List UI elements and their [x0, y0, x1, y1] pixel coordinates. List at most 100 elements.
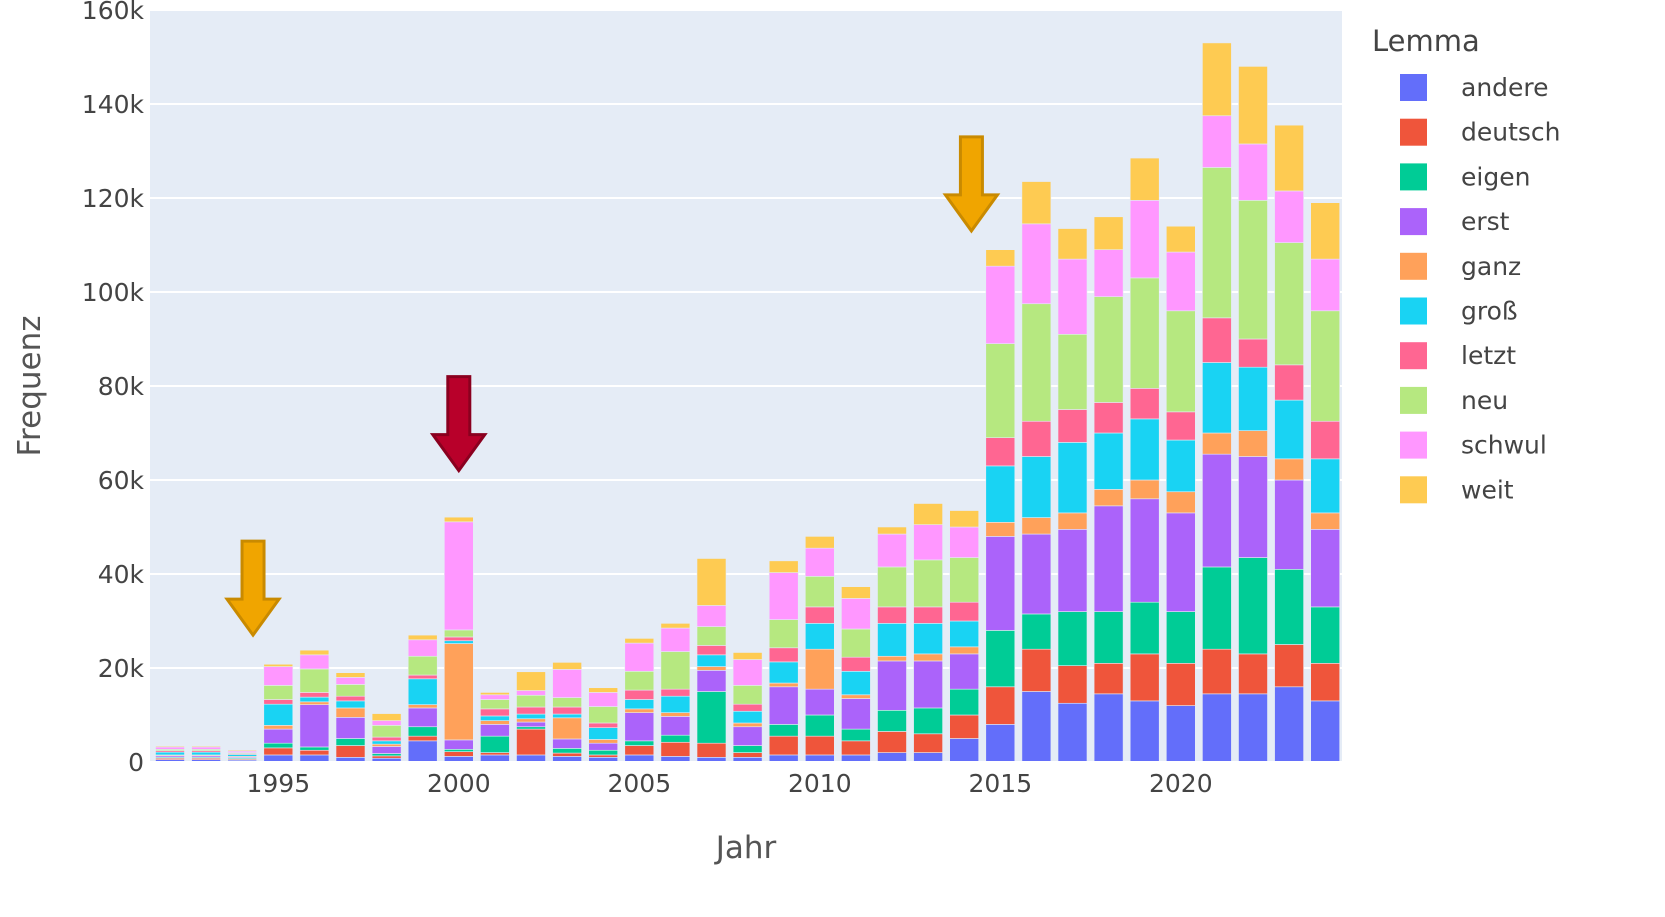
y-tick-label: 140k [82, 90, 145, 119]
bar-segment-erst-2016 [1021, 533, 1052, 615]
bar-segment-ganz-2016 [1021, 517, 1052, 535]
bar-segment-andere-2011 [841, 754, 871, 763]
bar-segment-deutsch-2013 [913, 733, 943, 753]
bar-segment-gross-2013 [913, 623, 943, 655]
bar-segment-eigen-2004 [588, 749, 619, 756]
bar-segment-neu-2015 [985, 343, 1016, 439]
bar-segment-erst-2017 [1057, 529, 1088, 612]
bar-segment-schwul-1997 [335, 677, 366, 685]
bar-segment-eigen-2014 [949, 688, 980, 716]
bar-segment-deutsch-2010 [804, 735, 835, 756]
legend-item-ganz[interactable]: ganz [1400, 252, 1521, 281]
legend-item-neu[interactable]: neu [1400, 386, 1508, 415]
bar-segment-eigen-2020 [1166, 611, 1196, 664]
y-tick-label: 100k [82, 278, 145, 307]
y-tick-label: 160k [82, 0, 145, 25]
legend-item-weit[interactable]: weit [1400, 475, 1514, 504]
bar-segment-schwul-2024 [1310, 258, 1340, 312]
bar-segment-deutsch-2003 [552, 752, 582, 757]
bar-segment-andere-2001 [480, 754, 510, 763]
bar-segment-gross-2014 [949, 620, 980, 648]
bar-segment-schwul-1992 [155, 746, 185, 750]
bar-segment-gross-2021 [1202, 362, 1232, 434]
bar-segment-ganz-2023 [1274, 458, 1304, 481]
bar-segment-eigen-1999 [407, 726, 438, 737]
bar-segment-schwul-2021 [1202, 115, 1232, 168]
bar-segment-neu-2001 [480, 699, 510, 710]
bar-segment-eigen-2015 [985, 630, 1016, 688]
bar-segment-neu-1996 [299, 668, 330, 693]
bar-segment-erst-1995 [263, 728, 294, 744]
bar-segment-neu-2019 [1129, 277, 1160, 389]
bar-segment-gross-2000 [443, 640, 474, 644]
legend-swatch [1400, 208, 1427, 236]
bar-segment-weit-1995 [263, 663, 294, 667]
bar-segment-ganz-2002 [516, 718, 546, 723]
bar-segment-deutsch-2011 [841, 740, 871, 756]
bar-segment-deutsch-1999 [407, 735, 438, 742]
legend-item-gross[interactable]: groß [1400, 297, 1518, 326]
bar-segment-letzt-2011 [841, 656, 871, 672]
x-tick-label: 2005 [607, 769, 671, 798]
annotation-arrow-1 [224, 539, 282, 638]
bar-segment-ganz-2005 [624, 708, 655, 713]
bar-segment-letzt-2007 [696, 645, 727, 656]
bar-segment-erst-2020 [1166, 512, 1196, 612]
legend-item-erst[interactable]: erst [1400, 207, 1510, 236]
bar-segment-andere-2015 [985, 724, 1016, 763]
legend-item-deutsch[interactable]: deutsch [1400, 118, 1561, 147]
legend-swatch [1400, 386, 1427, 414]
bar-segment-weit-2024 [1310, 202, 1340, 260]
bar-segment-letzt-2001 [480, 708, 510, 717]
legend-item-schwul[interactable]: schwul [1400, 431, 1547, 460]
bar-segment-weit-2022 [1238, 66, 1268, 145]
y-axis-ticks: 0 20k 40k 60k 80k 100k 120k 140k 160k [82, 0, 145, 777]
legend-label: deutsch [1461, 118, 1561, 147]
bar-segment-schwul-1996 [299, 654, 330, 670]
legend-item-andere[interactable]: andere [1400, 73, 1549, 102]
bar-segment-gross-2005 [624, 699, 655, 710]
bar-segment-gross-2015 [985, 465, 1016, 523]
bar-segment-weit-2011 [841, 586, 871, 599]
bar-segment-andere-2005 [624, 754, 655, 763]
bar-segment-gross-2017 [1057, 442, 1088, 514]
bar-segment-letzt-2023 [1274, 364, 1304, 401]
legend-swatch [1400, 342, 1427, 370]
bar-segment-weit-2018 [1093, 216, 1124, 251]
bar-segment-neu-2017 [1057, 333, 1088, 410]
bar-segment-ganz-2001 [480, 720, 510, 725]
bar-segment-neu-2020 [1166, 310, 1196, 413]
bar-segment-schwul-2020 [1166, 251, 1196, 312]
bar-segment-schwul-2012 [877, 533, 907, 568]
bar-segment-deutsch-1997 [335, 745, 366, 758]
bar-segment-gross-2012 [877, 623, 907, 657]
bar-segment-letzt-2004 [588, 722, 619, 728]
bar-segment-weit-2002 [516, 671, 546, 691]
bar-segment-schwul-2001 [480, 694, 510, 700]
bar-segment-erst-2013 [913, 660, 943, 709]
bar-segment-schwul-2014 [949, 526, 980, 558]
bar-segment-erst-2014 [949, 653, 980, 690]
bar-segment-letzt-2017 [1057, 409, 1088, 443]
bar-segment-gross-2002 [516, 713, 546, 720]
bar-segment-gross-2001 [480, 715, 510, 721]
bar-segment-neu-2012 [877, 566, 907, 608]
bar-segment-eigen-2024 [1310, 606, 1340, 664]
bar-segment-neu-2009 [768, 619, 799, 649]
bar-segment-eigen-2022 [1238, 557, 1268, 655]
bar-segment-letzt-2010 [804, 606, 835, 624]
bar-segment-neu-2011 [841, 628, 871, 658]
bar-segment-erst-2010 [804, 688, 835, 716]
bar-segment-schwul-2017 [1057, 258, 1088, 335]
bar-segment-andere-2019 [1129, 700, 1160, 763]
annotation-arrows [224, 135, 1001, 638]
bar-segment-neu-2003 [552, 697, 582, 708]
bar-segment-ganz-2012 [877, 655, 907, 662]
bar-segment-erst-2015 [985, 536, 1016, 631]
bar-segment-ganz-2014 [949, 646, 980, 655]
bar-segment-andere-2010 [804, 754, 835, 763]
bar-segment-gross-1995 [263, 703, 294, 726]
bar-segment-deutsch-1998 [371, 755, 402, 759]
legend-item-eigen[interactable]: eigen [1400, 162, 1530, 191]
legend-item-letzt[interactable]: letzt [1400, 341, 1516, 370]
